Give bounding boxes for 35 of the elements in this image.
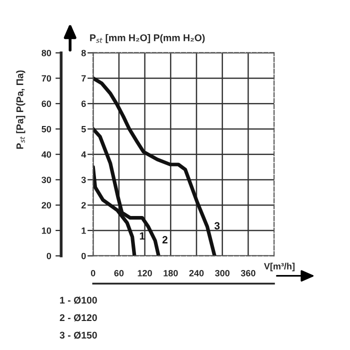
line-series <box>93 76 216 256</box>
line-series <box>93 127 160 256</box>
x-tick-label: 240 <box>189 270 204 276</box>
x-tick-label: 180 <box>164 270 178 276</box>
series-label: 2 <box>162 236 168 244</box>
y2-tick-label: 1 <box>82 228 86 234</box>
text: 3 - Ø150 <box>60 332 97 339</box>
text: 1 - Ø100 <box>60 296 97 304</box>
x-tick-label: 0 <box>90 270 96 276</box>
y2-tick-label: 8 <box>81 50 86 56</box>
x-tick-label: 120 <box>138 270 152 276</box>
y-tick-label: 40 <box>42 151 52 158</box>
y-tick-label: 50 <box>42 126 52 132</box>
x-tick-label: 360 <box>240 270 256 276</box>
x-tick-label: 300 <box>215 270 230 276</box>
y2-tick-label: 5 <box>81 126 86 132</box>
y-tick-label: 30 <box>42 176 52 184</box>
x-axis-title: V[m³/h] <box>264 262 295 272</box>
y2-tick-label: 6 <box>81 100 86 107</box>
y2-axis-title: P$_{st}$ [mm H₂O] P(mm H₂O) <box>90 34 205 44</box>
y2-tick-label: 4 <box>81 151 86 158</box>
y-axis-title: P$_{st}$ [Pa] P(Pa, Па) <box>16 70 26 149</box>
y2-tick-label: 2 <box>81 202 86 208</box>
y2-tick-label: 3 <box>81 176 86 184</box>
y-tick-label: 0 <box>46 252 52 260</box>
series-label: 3 <box>214 222 220 230</box>
y-tick-label: 20 <box>42 202 52 208</box>
y2-tick-label: 0 <box>81 252 86 260</box>
y-tick-label: 60 <box>42 100 52 107</box>
y-tick-label: 80 <box>42 50 52 56</box>
y-tick-label: 10 <box>42 227 52 234</box>
y-tick-label: 70 <box>42 75 52 82</box>
text: 2 - Ø120 <box>60 314 97 322</box>
y2-tick-label: 7 <box>82 75 86 82</box>
x-tick-label: 60 <box>114 270 124 276</box>
